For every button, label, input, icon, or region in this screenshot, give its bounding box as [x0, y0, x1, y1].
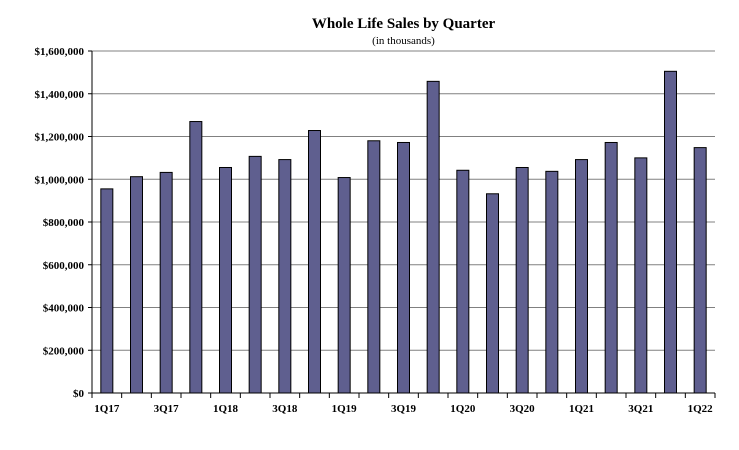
y-tick-label: $1,200,000 [35, 132, 85, 144]
x-tick-label: 1Q20 [450, 403, 476, 415]
x-tick-label: 3Q20 [510, 403, 536, 415]
chart-subtitle: (in thousands) [372, 35, 435, 47]
y-tick-label: $400,000 [43, 303, 85, 315]
y-tick-label: $0 [73, 388, 85, 400]
x-tick-label: 1Q21 [569, 403, 594, 415]
bar [278, 159, 292, 394]
bar [456, 169, 470, 394]
bar [397, 141, 410, 394]
x-tick-label: 1Q18 [213, 403, 239, 415]
y-tick-label: $600,000 [43, 260, 85, 272]
bar [337, 177, 351, 394]
y-tick-label: $1,600,000 [35, 46, 85, 58]
bar [515, 166, 529, 394]
x-tick-label: 1Q22 [688, 403, 714, 415]
x-tick-label: 3Q18 [272, 403, 298, 415]
chart-title: Whole Life Sales by Quarter [311, 16, 496, 32]
bar [100, 188, 114, 394]
y-tick-label: $200,000 [43, 345, 85, 357]
bar [189, 121, 203, 394]
y-tick-label: $1,400,000 [35, 89, 85, 101]
y-tick-label: $800,000 [43, 217, 85, 229]
bar [219, 166, 232, 394]
bar [664, 70, 677, 394]
bar [248, 155, 262, 394]
bar [604, 141, 618, 394]
x-tick-label: 3Q21 [628, 403, 653, 415]
x-tick-label: 1Q19 [332, 403, 358, 415]
bar [367, 140, 381, 394]
bar [159, 171, 173, 394]
bar [693, 147, 707, 394]
bar [634, 157, 648, 394]
bar [575, 159, 588, 394]
y-tick-label: $1,000,000 [35, 174, 85, 186]
bar [308, 130, 321, 394]
bar [130, 176, 143, 394]
x-tick-label: 3Q17 [154, 403, 180, 415]
x-tick-label: 1Q17 [94, 403, 120, 415]
x-tick-label: 3Q19 [391, 403, 417, 415]
bar [426, 80, 440, 394]
bar [486, 193, 499, 394]
bar [545, 170, 559, 394]
